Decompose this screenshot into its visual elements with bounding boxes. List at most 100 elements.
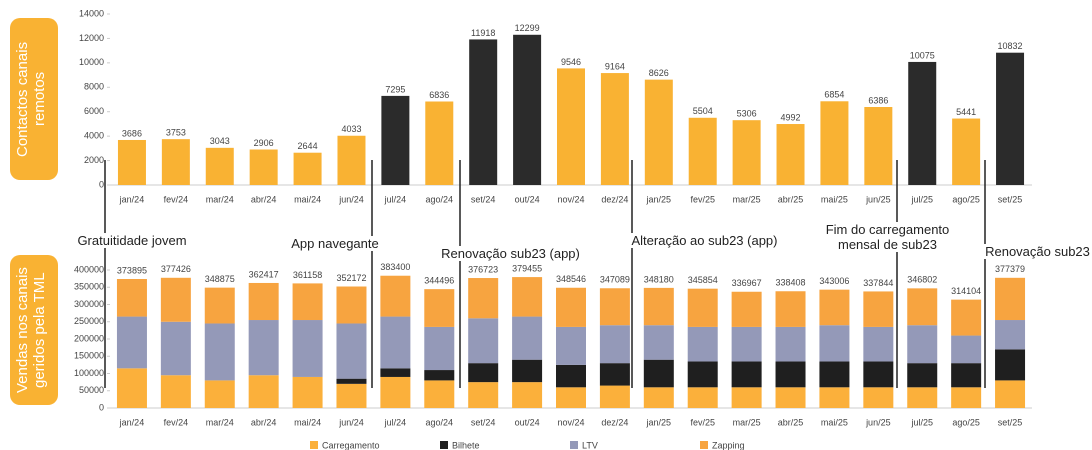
bar-segment: [336, 286, 367, 324]
total-label: 347089: [600, 275, 630, 285]
bar-segment: [204, 287, 235, 324]
x-tick-label: ago/24: [426, 194, 454, 204]
bar-segment: [380, 376, 411, 408]
bar-segment: [863, 387, 894, 408]
y-tick-label: 250000: [74, 316, 104, 326]
x-tick-label: jun/24: [338, 417, 364, 427]
bar-segment: [556, 387, 586, 408]
y-tick-label: 100000: [74, 368, 104, 378]
bar: [688, 117, 717, 185]
side-label: Vendas nos canais geridos pela TML: [10, 255, 58, 405]
bar: [600, 73, 629, 185]
bar-segment: [599, 385, 630, 408]
value-label: 5306: [737, 109, 757, 119]
bar-segment: [819, 325, 850, 362]
y-tick-label: 350000: [74, 282, 104, 292]
bar: [293, 152, 322, 185]
total-label: 348875: [205, 274, 235, 284]
x-tick-label: jan/24: [119, 417, 145, 427]
bar-segment: [687, 361, 718, 388]
bar-segment: [116, 279, 147, 317]
bar-segment: [424, 380, 455, 408]
annotation: Renovação sub23 (app): [433, 246, 588, 261]
bar-segment: [907, 325, 938, 364]
bar-segment: [599, 288, 630, 326]
value-label: 8626: [649, 68, 669, 78]
total-label: 348546: [556, 274, 586, 284]
total-label: 362417: [249, 269, 279, 279]
y-tick-label: 10000: [79, 57, 104, 67]
legend-label: LTV: [582, 440, 598, 450]
bar-segment: [951, 387, 982, 408]
x-tick-label: set/25: [998, 417, 1023, 427]
bar: [557, 68, 585, 185]
total-label: 383400: [380, 262, 410, 272]
value-label: 3043: [210, 136, 230, 146]
x-tick-label: jul/24: [384, 417, 407, 427]
x-tick-label: abr/24: [251, 194, 277, 204]
bar-segment: [907, 387, 938, 408]
bar-segment: [951, 335, 982, 364]
bar-segment: [556, 287, 586, 327]
total-label: 344496: [424, 276, 454, 286]
chart-title: Vendas nos canais geridos pela TML: [14, 267, 48, 393]
value-label: 4992: [781, 112, 801, 122]
y-tick-label: 14000: [79, 8, 104, 18]
annotation: Renovação sub23: [983, 244, 1092, 259]
x-tick-label: abr/24: [251, 417, 277, 427]
bar: [161, 139, 190, 185]
bar-segment: [424, 289, 455, 327]
bar: [381, 95, 410, 185]
bar-segment: [248, 282, 279, 321]
bar-segment: [160, 375, 191, 408]
total-label: 377379: [995, 264, 1025, 274]
value-label: 4033: [341, 124, 361, 134]
x-tick-label: mai/24: [294, 194, 321, 204]
bar-segment: [995, 349, 1026, 381]
x-tick-label: mai/25: [821, 194, 848, 204]
y-tick-label: 6000: [84, 106, 104, 116]
legend-label: Bilhete: [452, 440, 480, 450]
annotation: Gratuitidade jovem: [72, 233, 192, 248]
legend-label: Zapping: [712, 440, 745, 450]
bar-segment: [468, 363, 499, 383]
bar-segment: [292, 320, 323, 377]
total-label: 373895: [117, 265, 147, 275]
x-tick-label: jul/25: [910, 417, 933, 427]
bar-segment: [819, 361, 850, 388]
value-label: 3686: [122, 128, 142, 138]
bar-segment: [819, 289, 850, 326]
bar-segment: [643, 359, 674, 388]
bar-segment: [512, 382, 543, 408]
bar-segment: [731, 326, 762, 362]
annotation: Fim do carregamento mensal de sub23: [805, 222, 970, 252]
total-label: 376723: [468, 264, 498, 274]
total-label: 348180: [644, 274, 674, 284]
legend-swatch: [440, 441, 448, 449]
y-tick-label: 8000: [84, 82, 104, 92]
value-label: 6386: [868, 95, 888, 105]
total-label: 377426: [161, 264, 191, 274]
bar-segment: [204, 323, 235, 381]
x-tick-label: ago/25: [952, 194, 980, 204]
value-label: 6854: [824, 90, 844, 100]
x-tick-label: ago/25: [952, 417, 980, 427]
bar-segment: [863, 291, 894, 327]
y-tick-label: 2000: [84, 155, 104, 165]
value-label: 5441: [956, 107, 976, 117]
x-tick-label: set/24: [471, 417, 496, 427]
bar-segment: [687, 288, 718, 327]
bar-segment: [248, 320, 279, 376]
bar-segment: [512, 359, 543, 383]
bar: [952, 118, 981, 185]
bar-segment: [468, 382, 499, 408]
x-tick-label: ago/24: [426, 417, 454, 427]
bar: [864, 106, 893, 185]
annotation: App navegante: [285, 236, 385, 251]
total-label: 345854: [688, 275, 718, 285]
bar: [732, 120, 761, 185]
x-tick-label: jan/25: [646, 417, 672, 427]
bar: [337, 135, 366, 185]
total-label: 361158: [293, 270, 322, 280]
